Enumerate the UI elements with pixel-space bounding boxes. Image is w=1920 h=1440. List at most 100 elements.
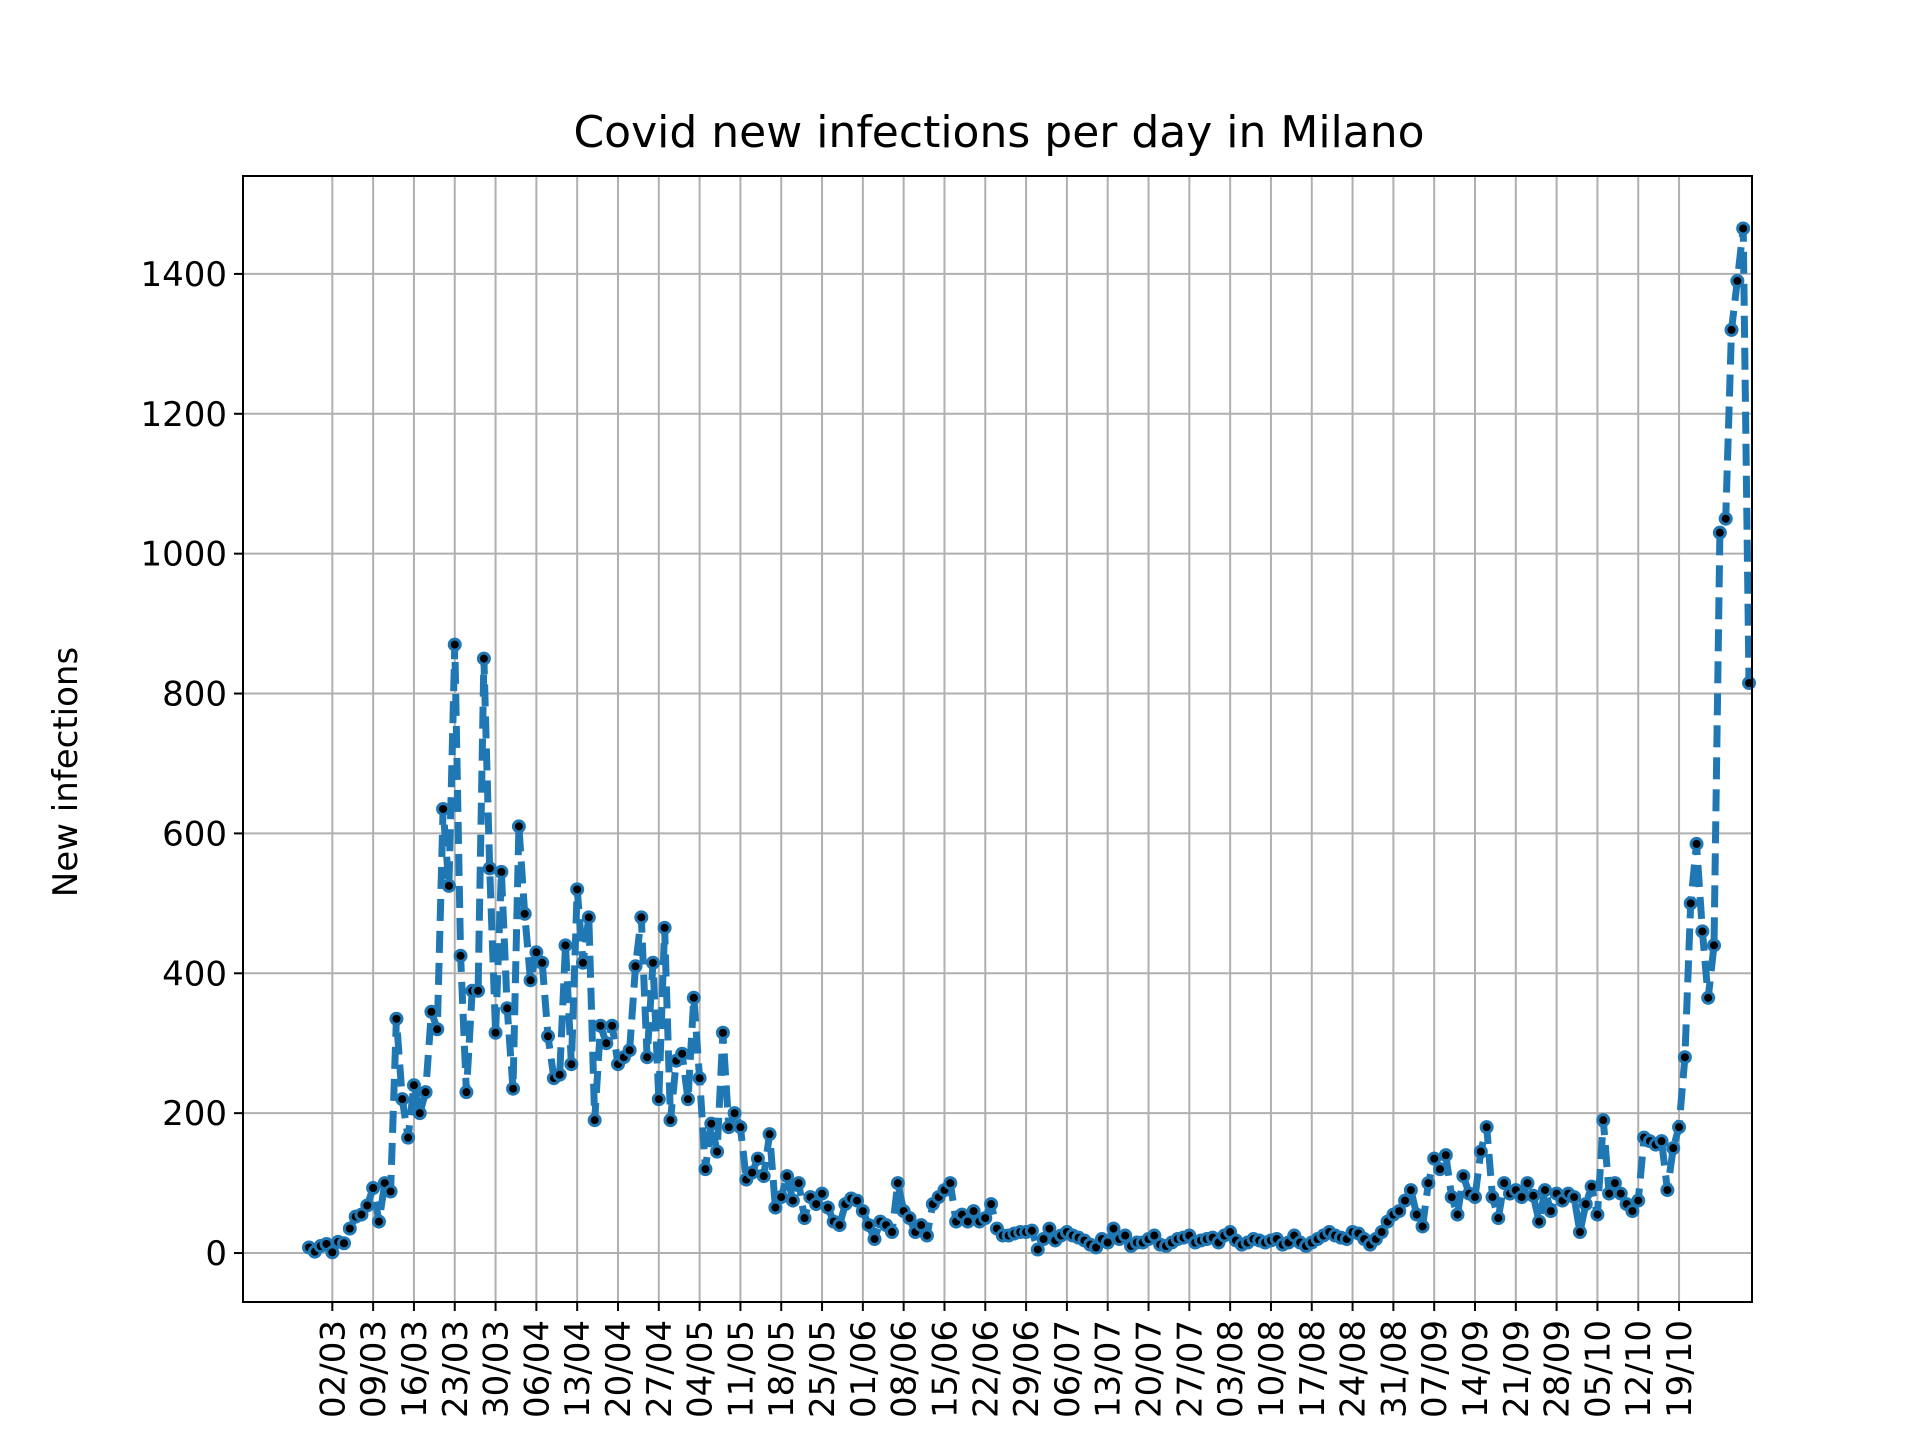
- x-tick-label: 19/10: [1660, 1320, 1700, 1418]
- data-point: [733, 1120, 748, 1135]
- x-tick-label: 27/07: [1170, 1320, 1210, 1418]
- x-tick-label: 16/03: [395, 1320, 435, 1418]
- data-point: [506, 1081, 521, 1096]
- data-point: [576, 955, 591, 970]
- data-point: [325, 1245, 340, 1260]
- data-point: [651, 1092, 666, 1107]
- data-point: [1736, 221, 1751, 236]
- data-point: [1672, 1120, 1687, 1135]
- data-point: [605, 1018, 620, 1033]
- data-point: [1526, 1188, 1541, 1203]
- x-tick-label: 11/05: [721, 1320, 761, 1418]
- data-point: [686, 990, 701, 1005]
- data-point: [1572, 1225, 1587, 1240]
- data-point: [1042, 1221, 1057, 1236]
- data-point: [1024, 1223, 1039, 1238]
- data-point: [645, 955, 660, 970]
- data-point: [383, 1184, 398, 1199]
- x-tick-label: 29/06: [1007, 1320, 1047, 1418]
- data-point: [1403, 1183, 1418, 1198]
- x-tick-label: 20/04: [599, 1320, 639, 1418]
- data-point: [727, 1106, 742, 1121]
- data-point: [587, 1113, 602, 1128]
- data-point: [1701, 990, 1716, 1005]
- data-point: [441, 878, 456, 893]
- data-point: [680, 1092, 695, 1107]
- data-point: [692, 1071, 707, 1086]
- data-point: [745, 1165, 760, 1180]
- data-point: [984, 1197, 999, 1212]
- x-tick-label: 07/09: [1415, 1320, 1455, 1418]
- grid: [243, 176, 1752, 1302]
- y-axis-label: New infections: [46, 647, 86, 897]
- data-point: [1450, 1207, 1465, 1222]
- data-point: [541, 1029, 556, 1044]
- data-point: [395, 1092, 410, 1107]
- data-point: [1683, 896, 1698, 911]
- data-point: [628, 959, 643, 974]
- series-group: [302, 221, 1757, 1260]
- data-point: [1724, 322, 1739, 337]
- data-point: [1392, 1204, 1407, 1219]
- data-point: [581, 910, 596, 925]
- y-tick-label: 800: [162, 675, 227, 715]
- data-point: [861, 1218, 876, 1233]
- data-point: [529, 945, 544, 960]
- data-point: [704, 1116, 719, 1131]
- data-point: [768, 1200, 783, 1215]
- x-tick-label: 06/04: [517, 1320, 557, 1418]
- data-point: [471, 983, 486, 998]
- data-point: [570, 882, 585, 897]
- series-line: [306, 225, 1753, 1256]
- x-tick-label: 20/07: [1130, 1320, 1170, 1418]
- x-tick-label: 15/06: [925, 1320, 965, 1418]
- y-tick-label: 1400: [140, 255, 227, 295]
- x-tick-label: 01/06: [844, 1320, 884, 1418]
- data-point: [1100, 1235, 1115, 1250]
- data-point: [657, 920, 672, 935]
- x-tick-label: 13/04: [558, 1320, 598, 1418]
- data-point: [1409, 1207, 1424, 1222]
- data-point: [919, 1228, 934, 1243]
- data-point: [1497, 1176, 1512, 1191]
- data-point: [675, 1046, 690, 1061]
- data-point: [820, 1200, 835, 1215]
- data-point: [780, 1169, 795, 1184]
- data-point: [815, 1186, 830, 1201]
- data-point: [500, 1001, 515, 1016]
- data-point: [488, 1025, 503, 1040]
- y-tick-label: 0: [205, 1234, 227, 1274]
- data-point: [1625, 1204, 1640, 1219]
- data-point: [634, 910, 649, 925]
- data-point: [459, 1085, 474, 1100]
- data-point: [482, 861, 497, 876]
- data-point: [1514, 1190, 1529, 1205]
- data-point: [966, 1204, 981, 1219]
- data-point: [1707, 938, 1722, 953]
- plot-frame: [242, 175, 1753, 1303]
- data-point: [1444, 1190, 1459, 1205]
- data-point: [436, 801, 451, 816]
- data-point: [797, 1211, 812, 1226]
- x-tick-label: 14/09: [1456, 1320, 1496, 1418]
- data-point: [1374, 1225, 1389, 1240]
- data-point: [476, 651, 491, 666]
- data-point: [902, 1211, 917, 1226]
- data-point: [721, 1120, 736, 1135]
- data-point: [511, 819, 526, 834]
- data-point: [914, 1218, 929, 1233]
- x-tick-label: 30/03: [477, 1320, 517, 1418]
- data-point: [850, 1193, 865, 1208]
- data-point: [406, 1078, 421, 1093]
- data-point: [1578, 1197, 1593, 1212]
- data-point: [447, 637, 462, 652]
- data-point: [1427, 1151, 1442, 1166]
- data-point: [1666, 1141, 1681, 1156]
- data-point: [1631, 1193, 1646, 1208]
- data-point: [1118, 1228, 1133, 1243]
- x-tick-label: 06/07: [1048, 1320, 1088, 1418]
- data-point: [762, 1127, 777, 1142]
- data-point: [1491, 1211, 1506, 1226]
- data-point: [523, 973, 538, 988]
- data-point: [715, 1025, 730, 1040]
